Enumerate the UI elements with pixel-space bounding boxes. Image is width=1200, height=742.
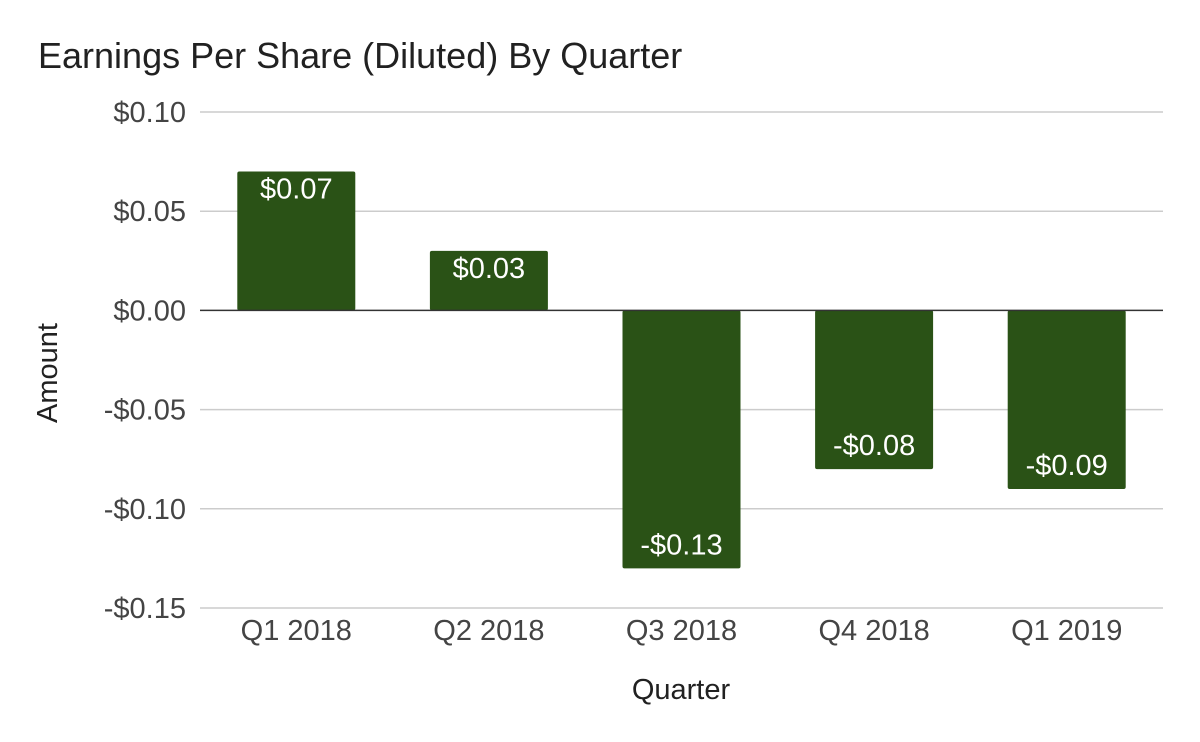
x-tick-label: Q1 2018 — [241, 615, 352, 647]
x-tick-label: Q2 2018 — [433, 615, 544, 647]
y-tick-label: $0.05 — [113, 196, 186, 228]
bar-data-label: $0.03 — [453, 253, 526, 285]
y-tick-label: $0.00 — [113, 295, 186, 327]
y-tick-label: -$0.15 — [104, 593, 186, 625]
y-tick-label: -$0.10 — [104, 494, 186, 526]
data-labels: $0.07 $0.03 -$0.13 -$0.08 -$0.09 — [260, 174, 1108, 562]
bars — [237, 171, 1126, 569]
x-tick-label: Q3 2018 — [626, 615, 737, 647]
x-axis-tick-labels: Q1 2018 Q2 2018 Q3 2018 Q4 2018 Q1 2019 — [241, 615, 1123, 647]
y-axis-title: Amount — [32, 323, 64, 423]
bar — [622, 310, 741, 569]
y-tick-label: -$0.05 — [104, 395, 186, 427]
chart-title: Earnings Per Share (Diluted) By Quarter — [38, 35, 682, 76]
y-tick-label: $0.10 — [113, 97, 186, 129]
bar-data-label: -$0.13 — [640, 529, 722, 561]
bar — [815, 310, 934, 470]
bar-data-label: -$0.09 — [1026, 450, 1108, 482]
x-tick-label: Q1 2019 — [1011, 615, 1122, 647]
x-tick-label: Q4 2018 — [818, 615, 929, 647]
y-axis-tick-labels: $0.10 $0.05 $0.00 -$0.05 -$0.10 -$0.15 — [104, 97, 186, 625]
bar-data-label: $0.07 — [260, 174, 333, 206]
x-axis-title: Quarter — [632, 674, 731, 706]
bar — [1007, 310, 1126, 489]
bar-data-label: -$0.08 — [833, 430, 915, 462]
bar — [237, 171, 356, 311]
bar — [429, 250, 548, 311]
